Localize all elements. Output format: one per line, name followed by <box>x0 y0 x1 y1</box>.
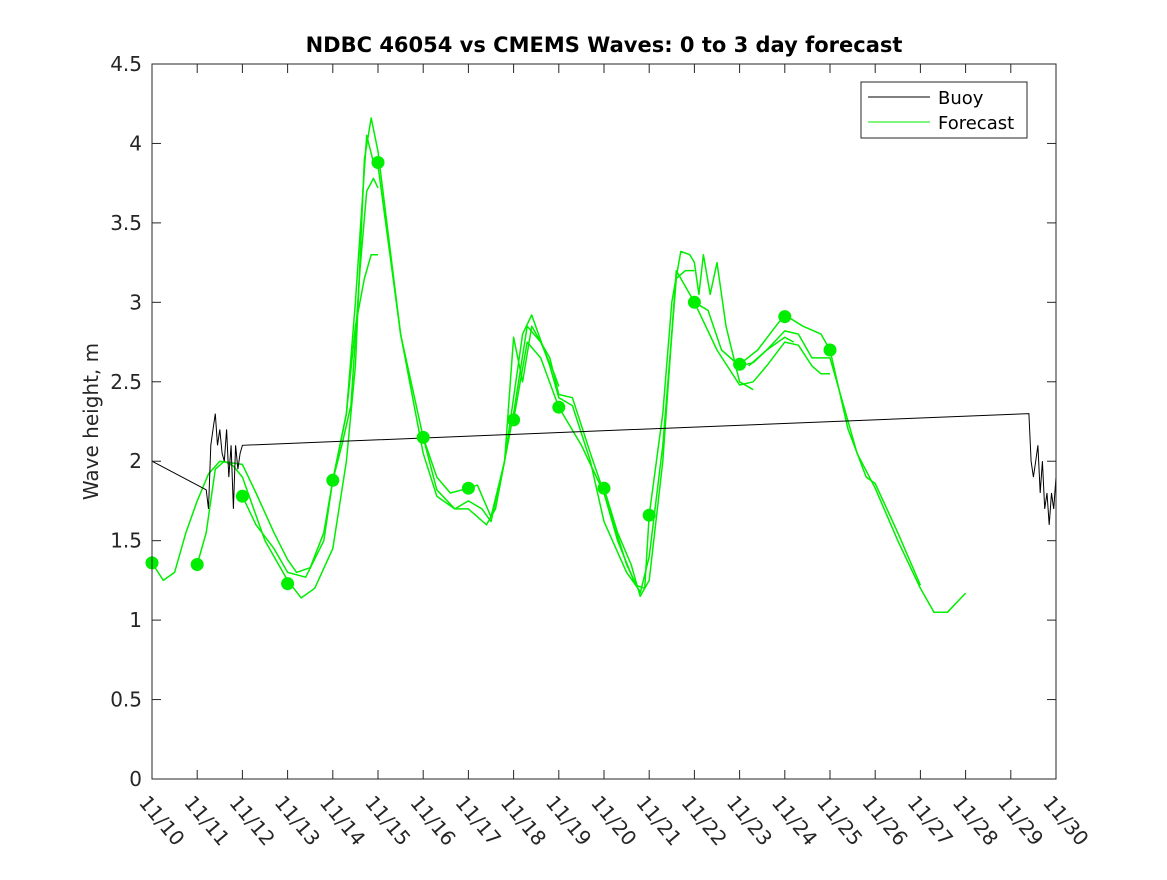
x-tick-label: 11/21 <box>631 791 686 851</box>
forecast-run-line-4 <box>332 253 378 481</box>
plot-data-layer <box>145 117 1057 613</box>
forecast-run-line-6 <box>512 250 754 590</box>
x-tick-label: 11/14 <box>315 791 370 851</box>
x-tick-label: 11/30 <box>1038 791 1093 851</box>
y-tick-label: 1 <box>129 608 142 632</box>
x-tick-label: 11/20 <box>586 791 641 851</box>
y-tick-label: 2 <box>129 449 142 473</box>
x-tick-label: 11/23 <box>722 791 777 851</box>
buoy-series-line <box>151 413 1057 525</box>
x-tick-label: 11/17 <box>451 791 506 851</box>
x-tick-label: 11/19 <box>541 791 596 851</box>
x-tick-label: 11/15 <box>360 791 415 851</box>
x-tick-label: 11/16 <box>405 791 460 851</box>
forecast-run-line-7 <box>603 269 830 598</box>
forecast-run-line-2 <box>196 117 560 599</box>
x-tick-label: 11/13 <box>270 791 325 851</box>
forecast-marker-12 <box>642 508 656 522</box>
forecast-run-line-1 <box>151 177 379 582</box>
forecast-run-line-10 <box>748 336 795 367</box>
y-tick-label: 0 <box>129 767 142 791</box>
x-tick-label: 11/11 <box>179 791 234 851</box>
legend: Buoy Forecast <box>860 81 1028 139</box>
x-tick-label: 11/12 <box>225 791 280 851</box>
y-tick-label: 3.5 <box>110 211 142 235</box>
legend-buoy-label: Buoy <box>938 88 984 109</box>
x-tick-label: 11/26 <box>857 791 912 851</box>
x-tick-label: 11/18 <box>496 791 551 851</box>
forecast-marker-13 <box>687 295 701 309</box>
x-tick-label: 11/24 <box>767 791 822 851</box>
forecast-marker-15 <box>778 310 792 324</box>
forecast-marker-5 <box>326 473 340 487</box>
x-tick-label: 11/10 <box>134 791 189 851</box>
legend-box <box>860 81 1028 139</box>
x-tick-label: 11/25 <box>812 791 867 851</box>
x-tick-label: 11/22 <box>677 791 732 851</box>
x-tick-label: 11/29 <box>993 791 1048 851</box>
forecast-marker-9 <box>507 413 521 427</box>
y-tick-label: 3 <box>129 290 142 314</box>
y-tick-label: 1.5 <box>110 529 142 553</box>
y-tick-label: 4 <box>129 131 142 155</box>
forecast-marker-2 <box>190 558 204 571</box>
y-axis-label: Wave height, m <box>79 343 103 500</box>
forecast-run-line-9 <box>739 314 922 586</box>
forecast-marker-11 <box>597 481 611 495</box>
legend-forecast-label: Forecast <box>938 113 1014 134</box>
forecast-marker-4 <box>281 577 295 591</box>
x-tick-label: 11/27 <box>903 791 958 851</box>
y-tick-label: 4.5 <box>110 52 142 76</box>
forecast-run-line-3 <box>241 134 641 592</box>
x-tick-label: 11/28 <box>948 791 1003 851</box>
chart-title: NDBC 46054 vs CMEMS Waves: 0 to 3 day fo… <box>306 33 903 57</box>
y-tick-label: 0.5 <box>110 688 142 712</box>
forecast-marker-10 <box>552 400 566 414</box>
forecast-marker-6 <box>371 156 385 169</box>
forecast-marker-16 <box>823 343 837 357</box>
plot-axes-box <box>151 63 1057 780</box>
forecast-marker-8 <box>461 481 475 495</box>
y-tick-label: 2.5 <box>110 370 142 394</box>
forecast-marker-3 <box>235 489 249 503</box>
forecast-marker-7 <box>416 430 430 444</box>
forecast-marker-14 <box>733 357 747 371</box>
axis-ticks: 11/1011/1111/1211/1311/1411/1511/1611/17… <box>110 52 1093 850</box>
